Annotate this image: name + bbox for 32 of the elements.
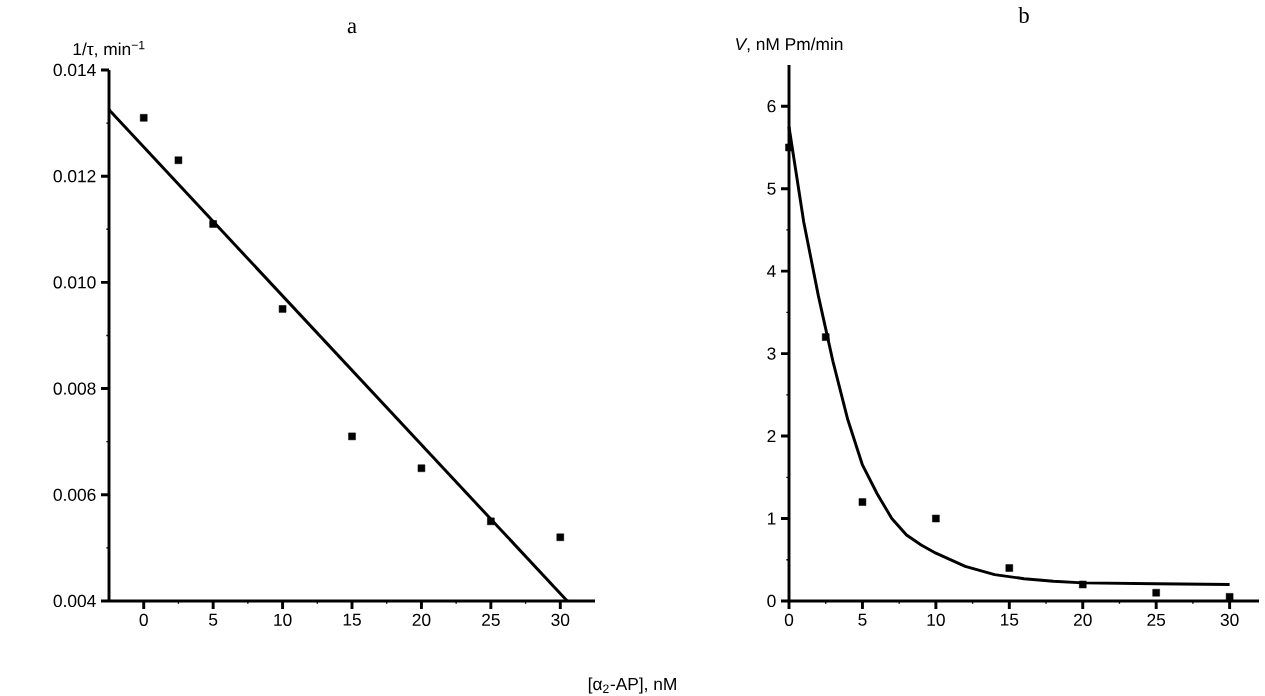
- x-tick-label: 30: [1220, 613, 1239, 626]
- y-tick-label: 3: [767, 347, 776, 360]
- x-tick-label: 15: [1000, 613, 1019, 626]
- x-tick-label: 30: [551, 613, 570, 626]
- y-tick-label: 0.010: [53, 276, 96, 289]
- x-tick-label: 25: [1147, 613, 1166, 626]
- y-tick-label: 0.006: [53, 488, 96, 501]
- y-tick-label: 0.014: [53, 63, 96, 77]
- x-tick-label: 15: [343, 613, 361, 626]
- x-tick-label: 10: [274, 613, 292, 626]
- y-tick-label: 0: [767, 594, 776, 608]
- x-axis-title: [α$_{2}$-AP], nM: [588, 677, 676, 694]
- chart-title: b: [1018, 7, 1029, 23]
- y-tick-label: 0.004: [53, 594, 96, 608]
- x-tick-label: 25: [482, 613, 500, 626]
- x-tick-label: 20: [412, 613, 431, 626]
- x-tick-label: 5: [209, 613, 218, 626]
- y-tick-label: 1: [767, 512, 776, 525]
- y-axis-title: V, nM Pm/min: [736, 37, 843, 53]
- x-tick-label: 5: [858, 613, 867, 626]
- x-tick-label: 20: [1073, 613, 1092, 626]
- y-tick-label: 2: [767, 430, 776, 443]
- y-tick-label: 4: [767, 265, 776, 278]
- y-tick-label: 6: [767, 100, 776, 113]
- y-tick-label: 0.008: [53, 382, 96, 395]
- x-tick-label: 0: [784, 613, 794, 626]
- y-axis-title: 1/τ, min$^{−1}$: [73, 40, 145, 58]
- chart-title: a: [347, 22, 357, 34]
- y-tick-label: 5: [767, 182, 776, 195]
- x-tick-label: 10: [927, 613, 945, 626]
- x-tick-label: 0: [139, 613, 148, 626]
- y-tick-label: 0.012: [53, 170, 96, 183]
